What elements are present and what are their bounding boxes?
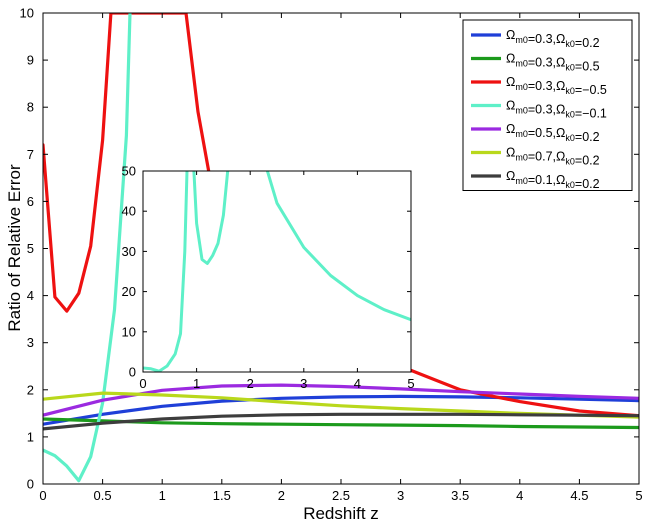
y-tick-label: 3	[27, 335, 34, 350]
inset-y-tick-label: 30	[122, 244, 136, 259]
y-tick-label: 2	[27, 382, 34, 397]
x-tick-label: 3.5	[451, 488, 469, 503]
x-tick-label: 4.5	[570, 488, 588, 503]
inset-x-tick-label: 3	[300, 376, 307, 391]
series-line-1	[43, 394, 639, 426]
y-tick-label: 4	[27, 288, 34, 303]
y-tick-label: 1	[27, 429, 34, 444]
inset-x-tick-label: 2	[247, 376, 254, 391]
x-tick-label: 1.5	[213, 488, 231, 503]
y-tick-label: 6	[27, 194, 34, 209]
y-tick-label: 8	[27, 100, 34, 115]
legend-label-3: Ωm0=0.3,Ωk0=−0.5	[506, 75, 607, 97]
y-tick-label: 9	[27, 53, 34, 68]
x-tick-label: 4	[516, 488, 523, 503]
x-tick-label: 0.5	[94, 488, 112, 503]
legend-label-2: Ωm0=0.3,Ωk0=0.5	[506, 52, 600, 74]
y-tick-label: 5	[27, 241, 34, 256]
x-tick-label: 1	[159, 488, 166, 503]
legend-label-1: Ωm0=0.3,Ωk0=0.2	[506, 28, 600, 50]
series-line-2	[43, 417, 639, 430]
inset-series-segment-1	[143, 171, 189, 372]
inset-x-tick-label: 1	[193, 376, 200, 391]
inset-x-tick-label: 4	[354, 376, 361, 391]
legend-label-6: Ωm0=0.7,Ωk0=0.2	[506, 146, 600, 168]
inset-x-tick-label: 0	[139, 376, 146, 391]
x-axis-label: Redshift z	[303, 504, 379, 523]
series-line-4	[43, 13, 132, 483]
inset-y-tick-label: 10	[122, 324, 136, 339]
inset-plot-frame	[142, 170, 412, 373]
inset-series-segment-2	[192, 171, 230, 265]
x-tick-label: 3	[397, 488, 404, 503]
inset-y-tick-label: 0	[129, 365, 136, 380]
x-tick-label: 5	[635, 488, 642, 503]
y-tick-label: 10	[20, 6, 34, 21]
legend-label-4: Ωm0=0.3,Ωk0=−0.1	[506, 99, 607, 121]
inset-y-tick-label: 50	[122, 164, 136, 179]
legend-label-7: Ωm0=0.1,Ωk0=0.2	[506, 169, 600, 191]
series-line-7	[43, 412, 639, 431]
inset-series-segment-3	[265, 171, 411, 322]
y-axis-label: Ratio of Relative Error	[5, 164, 24, 332]
inset-x-tick-label: 5	[407, 376, 414, 391]
legend: Ωm0=0.3,Ωk0=0.2Ωm0=0.3,Ωk0=0.5Ωm0=0.3,Ωk…	[462, 19, 633, 191]
inset-y-tick-label: 40	[122, 204, 136, 219]
y-tick-label: 7	[27, 147, 34, 162]
x-tick-label: 0	[39, 488, 46, 503]
y-tick-label: 0	[27, 477, 34, 492]
inset-y-tick-label: 20	[122, 284, 136, 299]
x-tick-label: 2	[278, 488, 285, 503]
legend-label-5: Ωm0=0.5,Ωk0=0.2	[506, 122, 600, 144]
x-tick-label: 2.5	[332, 488, 350, 503]
